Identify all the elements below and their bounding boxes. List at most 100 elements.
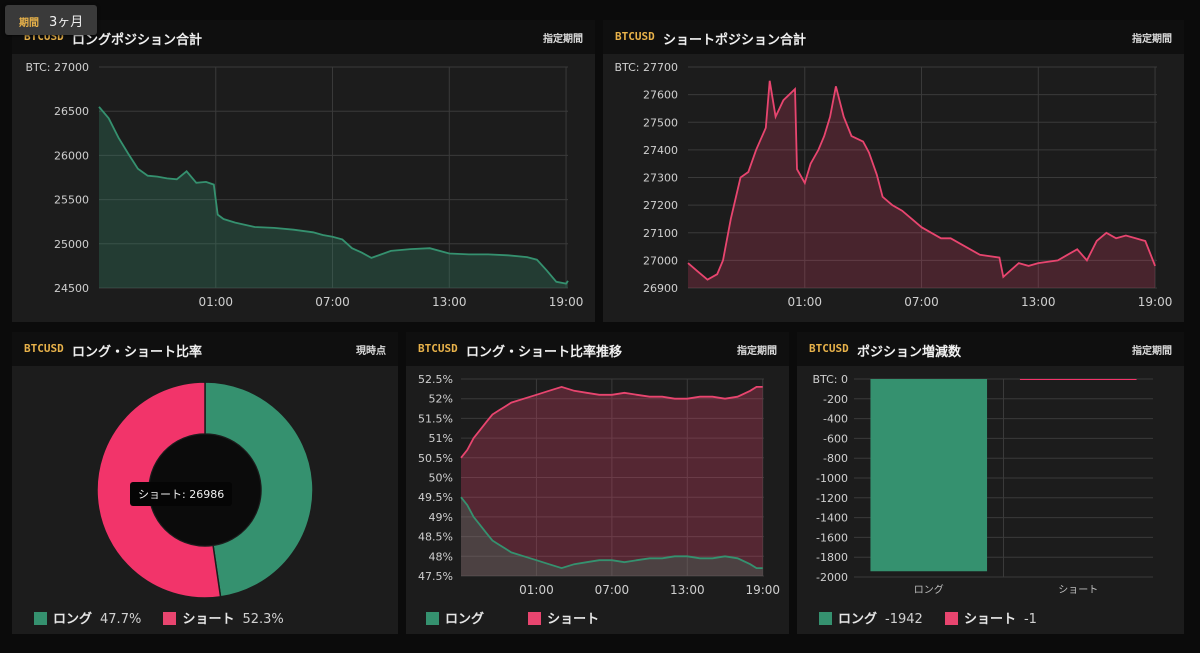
y-tick-label: 26500 xyxy=(54,105,89,118)
x-tick-label: 07:00 xyxy=(315,295,350,309)
panel-title: ロング・ショート比率推移 xyxy=(466,345,623,360)
x-tick-label: 01:00 xyxy=(787,295,822,309)
legend-swatch-short xyxy=(944,612,958,625)
long-series-line xyxy=(460,496,763,570)
period-selector[interactable]: 期間 3ヶ月 xyxy=(5,5,97,35)
period-value: 3ヶ月 xyxy=(49,15,84,30)
panel-header: BTCUSD ロング・ショート比率 現時点 xyxy=(12,332,398,366)
y-tick-label: -600 xyxy=(823,432,848,445)
panel-title: ポジション増減数 xyxy=(857,345,962,360)
y-tick-label: 27200 xyxy=(643,199,678,212)
range-label: 指定期間 xyxy=(1132,34,1172,45)
symbol-label: BTCUSD xyxy=(809,342,849,355)
position-change-panel: BTCUSD ポジション増減数 指定期間 BTC: 0 -200 -400 -600 -… xyxy=(797,332,1184,634)
short-total-panel: BTCUSD ショートポジション合計 指定期間 26900 27000 27100 2… xyxy=(603,20,1184,322)
y-tick-label: 50% xyxy=(429,472,453,485)
y-tick-label: -1000 xyxy=(816,472,848,485)
range-label: 指定期間 xyxy=(737,346,777,357)
y-tick-label: -1600 xyxy=(816,531,848,544)
legend-long-value: -1942 xyxy=(885,612,923,627)
x-tick-label: 19:00 xyxy=(1138,295,1173,309)
change-legend: ロング -1942 ショート -1 xyxy=(819,608,1055,627)
legend-short-value: 52.3% xyxy=(242,612,284,627)
series-area xyxy=(688,80,1156,288)
donut-slice-long xyxy=(204,381,314,598)
legend-swatch-long xyxy=(34,612,47,625)
x-tick-label: 13:00 xyxy=(1021,295,1056,309)
y-tick-label: 24500 xyxy=(54,282,89,295)
legend-long-name: ロング xyxy=(53,612,93,627)
panel-header: BTCUSD ポジション増減数 指定期間 xyxy=(797,332,1184,366)
series-line xyxy=(687,80,1156,281)
long-total-chart: 24500 25000 25500 26000 26500 BTC: 27000 01:00… xyxy=(26,61,584,309)
y-tick-label: 47.5% xyxy=(418,570,453,583)
y-tick-label: -200 xyxy=(823,393,848,406)
short-series-area xyxy=(461,386,763,576)
y-tick-label: BTC: 27000 xyxy=(26,61,90,74)
x-tick-label: 19:00 xyxy=(745,583,780,597)
y-tick-label: 27600 xyxy=(643,89,678,102)
y-tick-label: -800 xyxy=(823,452,848,465)
y-tick-label: 49.5% xyxy=(418,491,453,504)
panel-title: ロング・ショート比率 xyxy=(72,345,203,360)
bar-short xyxy=(1019,379,1137,380)
legend-short-value: -1 xyxy=(1023,612,1037,627)
y-tick-label: -1200 xyxy=(816,492,848,505)
y-tick-label: 51.5% xyxy=(418,412,453,425)
y-tick-label: 26900 xyxy=(643,282,678,295)
panel-title: ロングポジション合計 xyxy=(72,33,203,48)
y-tick-label: -2000 xyxy=(816,571,848,584)
donut-tooltip: ショート: 26986 xyxy=(130,482,233,506)
range-label: 現時点 xyxy=(356,346,386,357)
panel-header: BTCUSD ロング・ショート比率推移 指定期間 xyxy=(406,332,789,366)
y-tick-label: -1800 xyxy=(816,551,848,564)
series-area xyxy=(99,106,568,288)
range-label: 指定期間 xyxy=(1132,346,1172,357)
legend-short-name: ショート xyxy=(547,612,600,627)
symbol-label: BTCUSD xyxy=(615,30,655,43)
y-tick-label: 27000 xyxy=(643,254,678,267)
series-line xyxy=(98,106,569,285)
legend-swatch-long xyxy=(426,612,439,625)
ratio-panel: BTCUSD ロング・ショート比率 現時点 ショート: 26986 ロング 47.… xyxy=(12,332,398,634)
period-label: 期間 xyxy=(19,18,39,29)
legend-swatch-long xyxy=(819,612,832,625)
y-tick-label: 27100 xyxy=(643,227,678,240)
short-series-line xyxy=(460,385,763,459)
short-total-chart: 26900 27000 27100 27200 27300 27400 27500 27600… xyxy=(615,61,1173,309)
legend-long-name: ロング xyxy=(445,612,485,627)
x-tick-label: 07:00 xyxy=(904,295,939,309)
legend-long-value: 47.7% xyxy=(100,612,142,627)
y-tick-label: -1400 xyxy=(816,512,848,525)
legend-long-name: ロング xyxy=(838,612,878,627)
y-tick-label: 27400 xyxy=(643,144,678,157)
y-tick-label: 50.5% xyxy=(418,452,453,465)
donut-slice-short xyxy=(96,381,222,599)
y-tick-label: 27300 xyxy=(643,172,678,185)
x-tick-label: 01:00 xyxy=(198,295,233,309)
bar-long xyxy=(870,379,988,572)
y-tick-label: 49% xyxy=(429,511,453,524)
y-tick-label: 27500 xyxy=(643,116,678,129)
y-tick-label: 26000 xyxy=(54,149,89,162)
x-tick-label: 01:00 xyxy=(519,583,554,597)
y-tick-label: 48.5% xyxy=(418,531,453,544)
legend-swatch-short xyxy=(163,612,177,625)
y-tick-label: 51% xyxy=(429,432,453,445)
x-tick-label: ショート xyxy=(1058,585,1098,596)
x-tick-label: 19:00 xyxy=(549,295,584,309)
x-tick-label: 13:00 xyxy=(670,583,705,597)
y-tick-label: 52.5% xyxy=(418,373,453,386)
y-tick-label: BTC: 27700 xyxy=(615,61,679,74)
ratio-legend: ロング 47.7% ショート 52.3% xyxy=(34,608,302,627)
x-tick-label: 07:00 xyxy=(595,583,630,597)
y-tick-label: 25500 xyxy=(54,194,89,207)
panel-header: BTCUSD ロングポジション合計 指定期間 xyxy=(12,20,595,54)
y-tick-label: 25000 xyxy=(54,238,89,251)
legend-short-name: ショート xyxy=(963,612,1016,627)
y-tick-label: 52% xyxy=(429,393,453,406)
legend-short-name: ショート xyxy=(182,612,235,627)
y-tick-label: 48% xyxy=(429,550,453,563)
panel-title: ショートポジション合計 xyxy=(663,33,807,48)
ratio-trend-legend: ロング ショート xyxy=(426,608,607,627)
